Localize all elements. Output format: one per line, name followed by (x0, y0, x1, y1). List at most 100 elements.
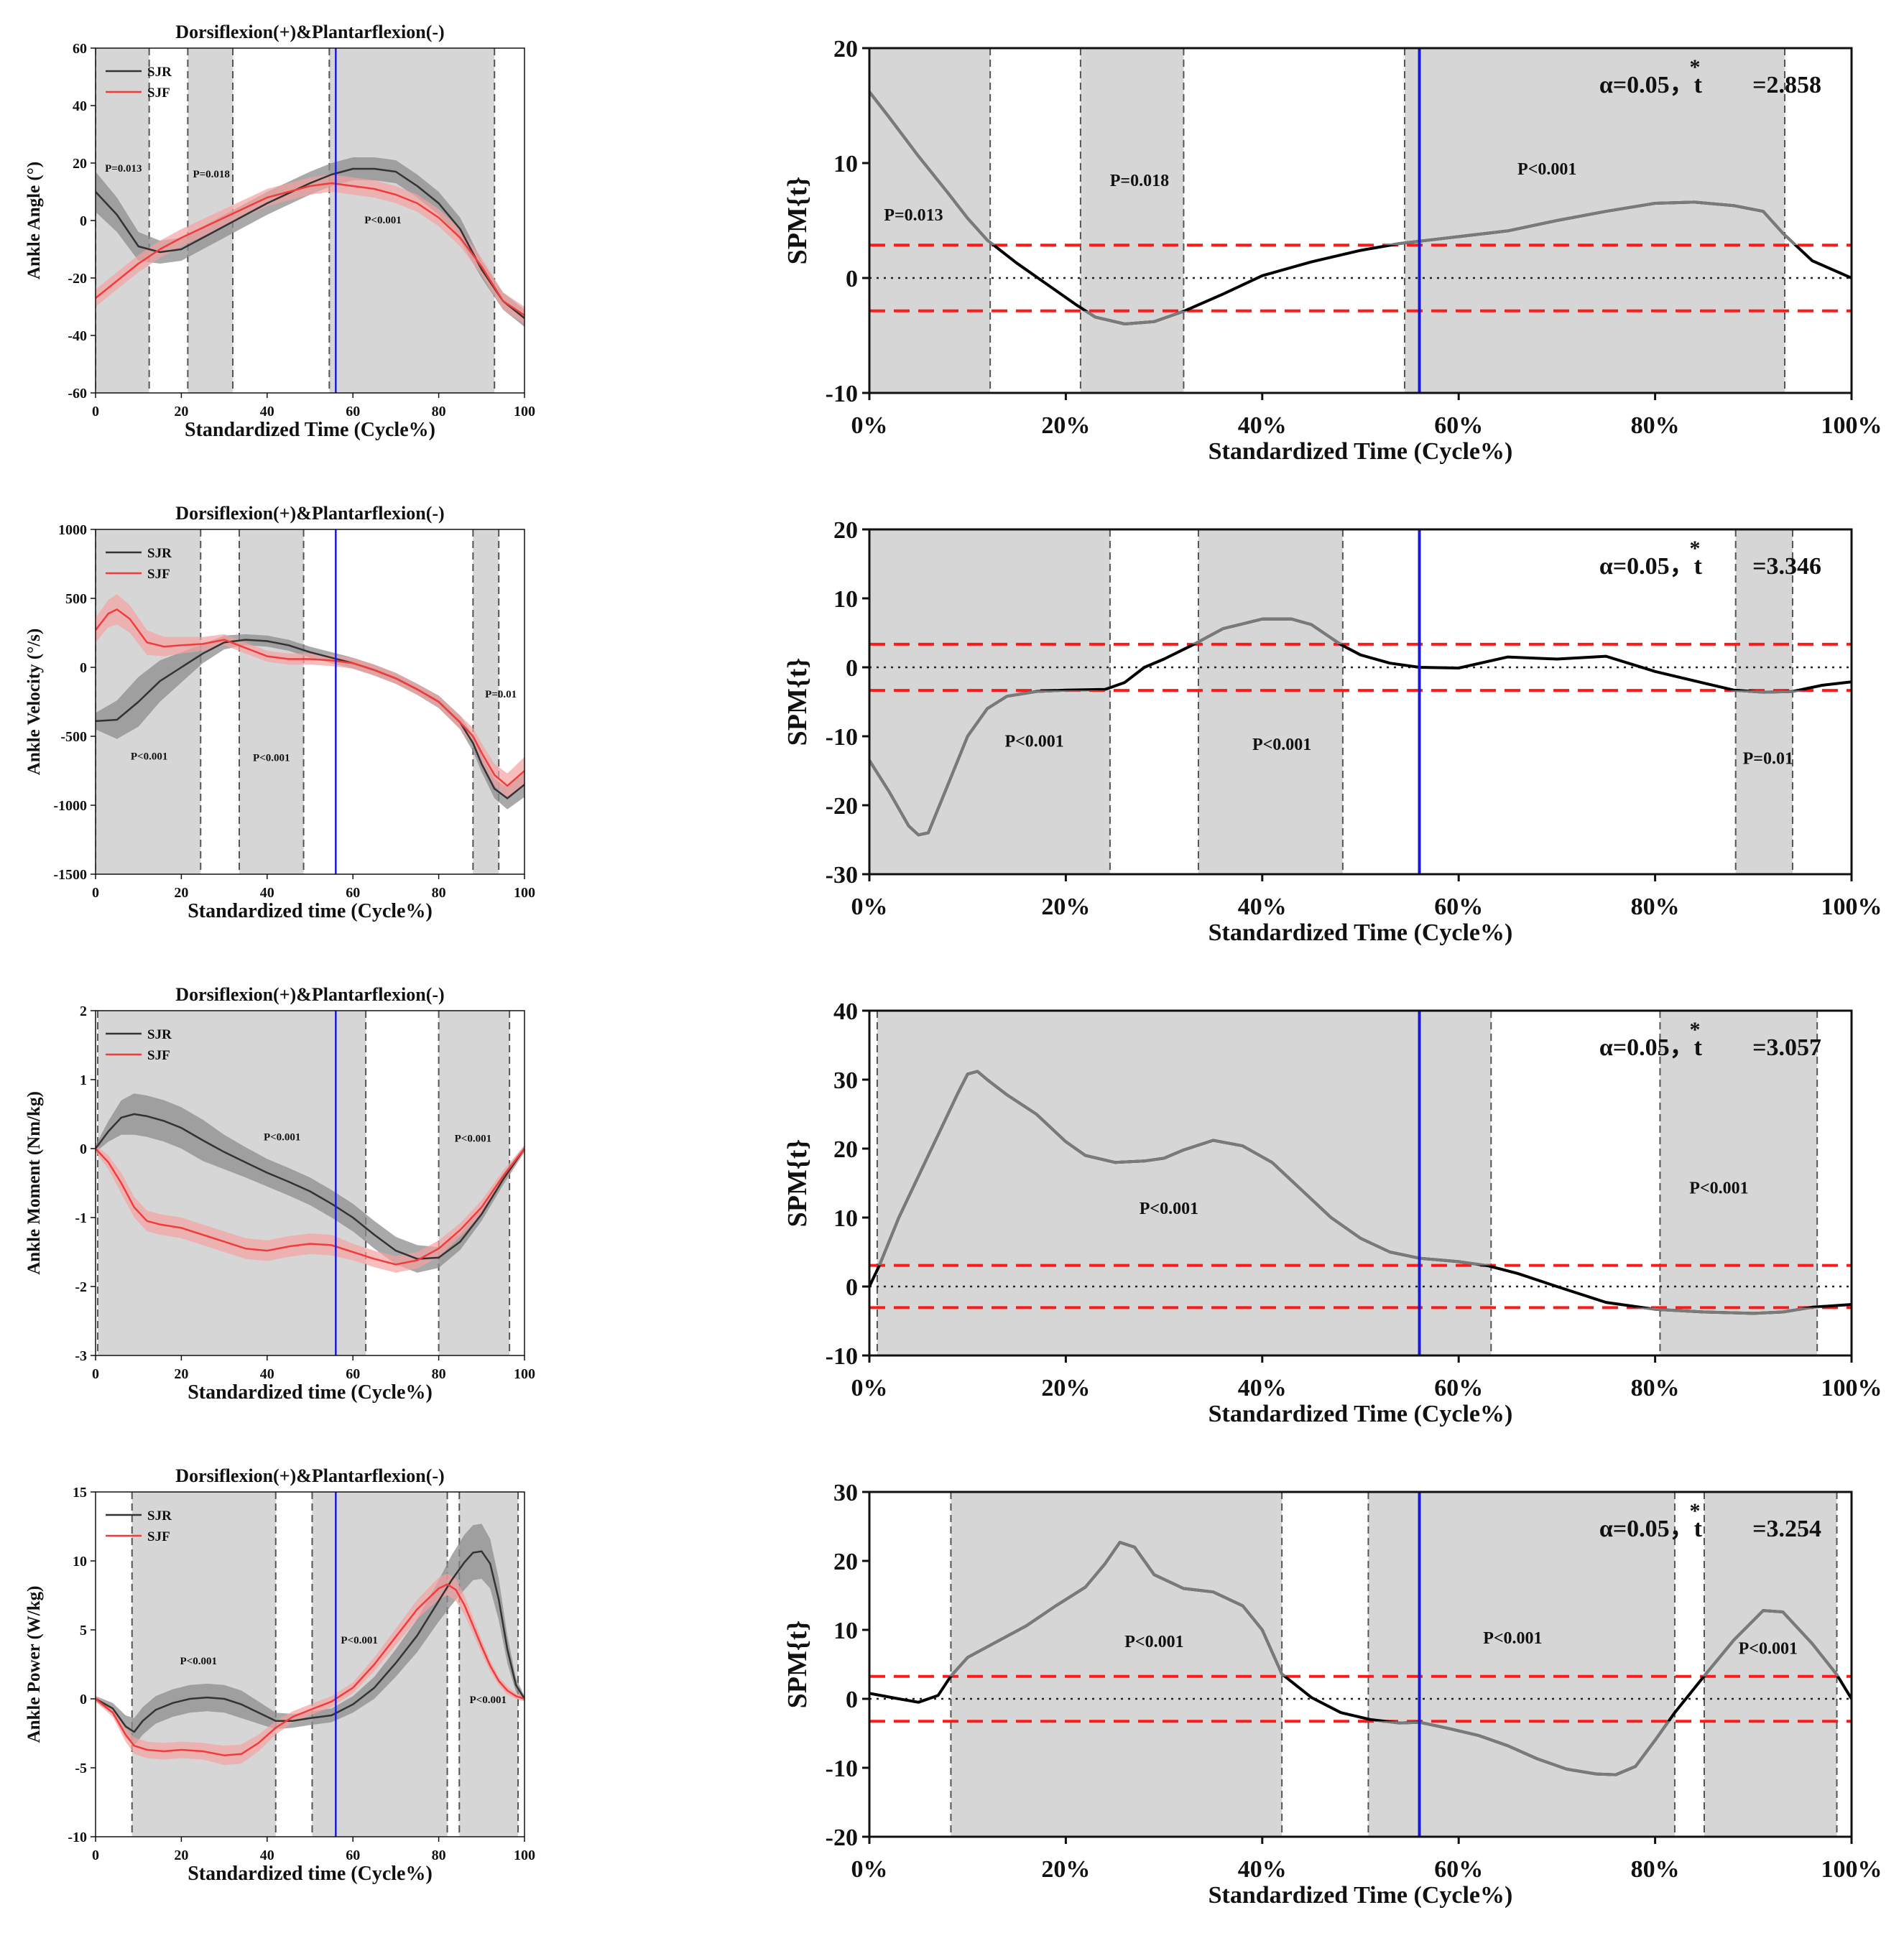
p-value-label: P<0.001 (470, 1695, 507, 1706)
t-value: =3.254 (1752, 1516, 1821, 1542)
x-tick-label: 60% (1434, 894, 1483, 920)
plot-area (869, 1492, 1852, 1837)
y-tick-label: 0 (846, 655, 858, 682)
x-tick-label: 40 (260, 1366, 274, 1382)
significance-region (1368, 1492, 1675, 1837)
legend-label-sjr: SJR (147, 1027, 172, 1042)
y-axis-label: SPM{t} (782, 177, 813, 265)
x-tick-label: 0% (851, 1375, 888, 1401)
significance-region (1198, 529, 1343, 874)
chart-title: Dorsiflexion(+)&Plantarflexion(-) (175, 984, 444, 1005)
x-tick-label: 20 (174, 885, 188, 901)
mean-line-sjr (96, 1550, 524, 1733)
x-tick-label: 100 (514, 1848, 535, 1863)
p-value-label: P=0.018 (193, 169, 229, 180)
t-star: * (1690, 1018, 1701, 1042)
y-tick-label: 5 (80, 1623, 87, 1638)
y-tick-label: -20 (826, 1825, 858, 1851)
significance-region (131, 1492, 276, 1837)
x-tick-label: 20% (1041, 1375, 1090, 1401)
p-value-label: P<0.001 (1140, 1200, 1198, 1218)
y-tick-label: 0 (80, 213, 87, 229)
chart-angle-mean: P=0.013 P=0.018 P<0.001 0 20 40 60 80 100 -60 -40 -… (24, 22, 535, 441)
y-tick-label: 0 (80, 1692, 87, 1707)
y-tick-label: -30 (826, 862, 858, 889)
plot-area (869, 48, 1852, 393)
y-tick-label: -10 (68, 1830, 87, 1845)
p-value-label: P<0.001 (180, 1656, 217, 1667)
y-tick-label: 20 (833, 36, 858, 62)
legend-label-sjf: SJF (147, 567, 170, 582)
plot-area (869, 529, 1852, 874)
x-tick-label: 0% (851, 1856, 888, 1883)
mean-line-sjr (96, 639, 524, 799)
x-tick-label: 0 (92, 1848, 99, 1863)
sd-band-sjr (96, 1524, 524, 1746)
x-tick-label: 20% (1041, 412, 1090, 439)
p-value-label: P<0.001 (131, 751, 167, 763)
axes-frame (868, 47, 1853, 394)
p-value-label: P<0.001 (455, 1133, 491, 1144)
y-tick-label: 20 (833, 517, 858, 544)
x-tick-label: 20 (174, 1848, 188, 1863)
x-tick-label: 100 (514, 885, 535, 901)
axes-frame (95, 1010, 525, 1356)
plot-area (96, 529, 524, 874)
x-axis-label: Standardized Time (Cycle%) (1209, 1882, 1513, 1909)
legend-label-sjf: SJF (147, 85, 170, 101)
x-tick-label: 60% (1434, 1375, 1483, 1401)
significance-region (329, 48, 495, 393)
y-tick-label: 30 (833, 1480, 858, 1506)
x-tick-label: 40 (260, 885, 274, 901)
y-tick-label: -10 (826, 1756, 858, 1782)
y-tick-label: -3 (75, 1348, 87, 1364)
t-value: =3.346 (1752, 553, 1821, 580)
x-tick-label: 60% (1434, 412, 1483, 439)
x-tick-label: 40 (260, 404, 274, 419)
y-tick-label: 10 (73, 1554, 87, 1570)
x-tick-label: 100% (1821, 894, 1882, 920)
y-tick-label: -5 (75, 1761, 87, 1776)
x-tick-label: 20% (1041, 894, 1090, 920)
axes-frame (868, 528, 1853, 876)
x-tick-label: 100% (1821, 1856, 1882, 1883)
y-tick-label: 20 (73, 156, 87, 172)
y-tick-label: -10 (826, 381, 858, 407)
y-axis-label: Ankle Angle (°) (24, 162, 44, 279)
x-axis-label: Standardized Time (Cycle%) (1209, 438, 1513, 465)
chart-moment-spm: P<0.001 P<0.001 0% 20% 40% 60% 80% 100% -10 0 10 20… (782, 998, 1882, 1427)
x-tick-label: 60 (346, 1848, 360, 1863)
t-star: * (1690, 1499, 1701, 1523)
x-tick-label: 0 (92, 1366, 99, 1382)
p-value-label: P=0.018 (1110, 172, 1169, 190)
x-axis-label: Standardized time (Cycle%) (188, 1863, 433, 1885)
p-value-label: P=0.013 (105, 163, 142, 175)
chart-velocity-spm: P<0.001 P<0.001 P=0.01 0% 20% 40% 60% 80% 100% -3… (782, 517, 1882, 946)
x-tick-label: 20 (174, 1366, 188, 1382)
axes-frame (868, 1009, 1853, 1357)
t-star: * (1690, 537, 1701, 560)
y-axis-label: SPM{t} (782, 658, 813, 746)
p-value-label: P<0.001 (1483, 1629, 1542, 1648)
x-axis-label: Standardized time (Cycle%) (188, 1381, 433, 1404)
significance-region (1704, 1492, 1837, 1837)
legend-label-sjr: SJR (147, 1508, 172, 1524)
mean-line-sjf (96, 1148, 524, 1266)
x-tick-label: 0 (92, 885, 99, 901)
x-tick-label: 20% (1041, 1856, 1090, 1883)
y-tick-label: -10 (826, 724, 858, 751)
chart-velocity-mean: P<0.001 P<0.001 P=0.01 0 20 40 60 80 100 -1500 -10… (24, 503, 535, 922)
mean-line-sjf (96, 182, 524, 317)
y-tick-label: -1000 (53, 798, 87, 814)
significance-region (869, 529, 1110, 874)
x-axis-label: Standardized time (Cycle%) (188, 900, 433, 922)
y-tick-label: 2 (80, 1003, 87, 1019)
alpha-label: α=0.05，t (1599, 72, 1703, 98)
y-tick-label: 0 (80, 1141, 87, 1157)
x-tick-label: 80 (432, 1848, 446, 1863)
axes-frame (95, 1491, 525, 1837)
x-tick-label: 80% (1631, 1375, 1680, 1401)
y-tick-label: -40 (68, 328, 87, 344)
p-value-label: P<0.001 (341, 1635, 377, 1646)
y-tick-label: -10 (826, 1343, 858, 1370)
